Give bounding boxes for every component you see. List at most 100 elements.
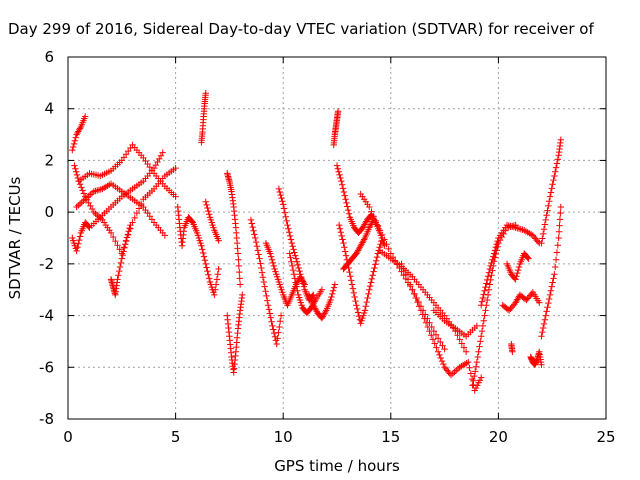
data-point [541,316,549,323]
data-point [545,299,552,307]
data-point [391,257,399,264]
data-point [480,317,487,324]
data-point [335,168,342,176]
data-point [433,344,440,351]
y-tick-label: 6 [44,48,54,66]
data-point [338,177,345,185]
data-point [275,185,283,193]
data-point [481,312,488,319]
data-point [118,255,125,262]
data-point [486,265,493,273]
data-point [133,209,141,217]
data-point [453,367,460,374]
data-point [437,338,444,346]
data-point [551,172,558,180]
data-point [270,262,277,270]
data-point [372,261,379,268]
data-point [467,370,475,377]
data-point [72,168,80,176]
data-point [236,281,244,288]
data-point [248,220,255,227]
data-point [202,90,209,97]
data-point [259,274,267,281]
data-point [204,267,211,275]
data-point [297,271,304,278]
plot-frame [67,56,607,420]
data-point [252,238,260,246]
data-point [438,357,446,365]
data-point [205,275,213,282]
data-point [260,278,268,286]
data-point [348,281,356,288]
data-point [284,221,291,229]
data-point [471,368,479,375]
data-point [552,263,559,271]
data-point [456,336,463,343]
data-point [115,272,122,279]
data-point [236,268,243,276]
data-point [295,264,302,272]
data-point [484,273,492,280]
data-point [360,236,368,243]
data-point [362,303,370,310]
data-point [541,221,549,228]
data-point [554,242,561,249]
data-point [275,329,282,336]
data-point [276,318,284,325]
data-point [276,323,283,331]
data-point [255,251,262,258]
data-point [363,298,370,306]
data-point [267,250,274,257]
data-point [437,354,444,362]
data-point [114,242,121,249]
data-point [286,229,293,236]
data-point [290,271,298,278]
data-point [473,322,481,330]
data-point [342,196,349,203]
data-point [261,283,268,290]
x-axis-label: GPS time / hours [274,457,400,475]
series-track-i [202,198,222,244]
data-point [550,176,557,184]
data-point [406,281,414,288]
data-point [87,202,94,210]
data-point [235,256,242,263]
data-point [471,372,478,380]
data-point [396,264,403,272]
data-point [548,185,555,192]
data-point [367,279,375,286]
data-point [285,225,292,232]
data-point [441,345,448,353]
data-point [476,343,483,350]
data-point [366,282,374,290]
data-point [211,291,218,299]
data-point [90,208,98,216]
data-point [552,164,560,171]
data-point [214,271,221,278]
data-point [525,255,532,262]
data-point [262,288,269,295]
data-point [131,214,138,222]
data-point [469,382,476,389]
data-point [116,263,124,271]
data-point [290,246,297,253]
data-point [477,338,484,345]
series-track-p [305,281,339,322]
data-point [124,231,132,238]
data-point [329,290,336,298]
data-point [288,239,296,247]
data-point [546,291,554,299]
data-point [451,368,458,376]
data-point [337,174,344,182]
y-tick-label: -4 [39,307,54,325]
data-point [318,286,326,293]
data-point [484,296,491,304]
data-point [254,247,262,254]
axis-ticks: 0 5 10 15 20 25 -8 -6 -4 -2 0 2 4 6 [39,48,616,446]
data-point [69,146,76,154]
y-tick-label: -2 [39,255,54,273]
data-point [127,221,134,229]
data-point [79,187,86,194]
data-point [122,237,130,244]
data-point [172,164,179,172]
